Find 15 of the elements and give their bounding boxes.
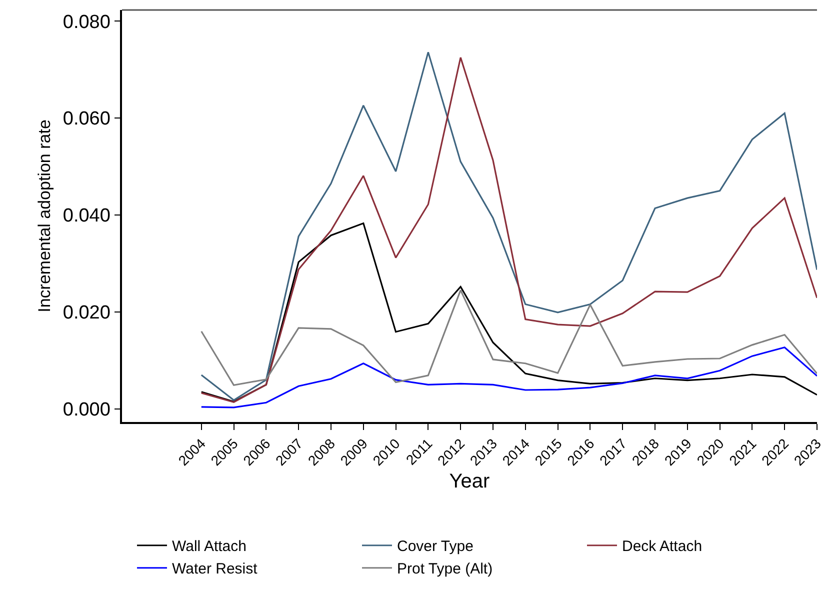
line-series	[200, 289, 817, 386]
y-tick-label: 0.020	[62, 302, 110, 324]
y-tick-label: 0.000	[62, 400, 110, 421]
legend-label: Cover Type	[397, 538, 474, 556]
line-series	[200, 222, 817, 402]
y-axis-title: Incremental adoption rate	[34, 120, 54, 312]
y-tick-label: 0.040	[62, 206, 110, 227]
legend-label: Water Resist	[172, 560, 258, 578]
legend-label: Wall Attach	[172, 538, 246, 556]
y-tick-label: 0.080	[62, 12, 110, 33]
legend-label: Prot Type (Alt)	[397, 560, 493, 578]
x-axis-title: Year	[449, 470, 490, 493]
line-series	[200, 346, 817, 408]
legend-label: Deck Attach	[622, 538, 702, 556]
y-tick-label: 0.060	[62, 108, 110, 130]
